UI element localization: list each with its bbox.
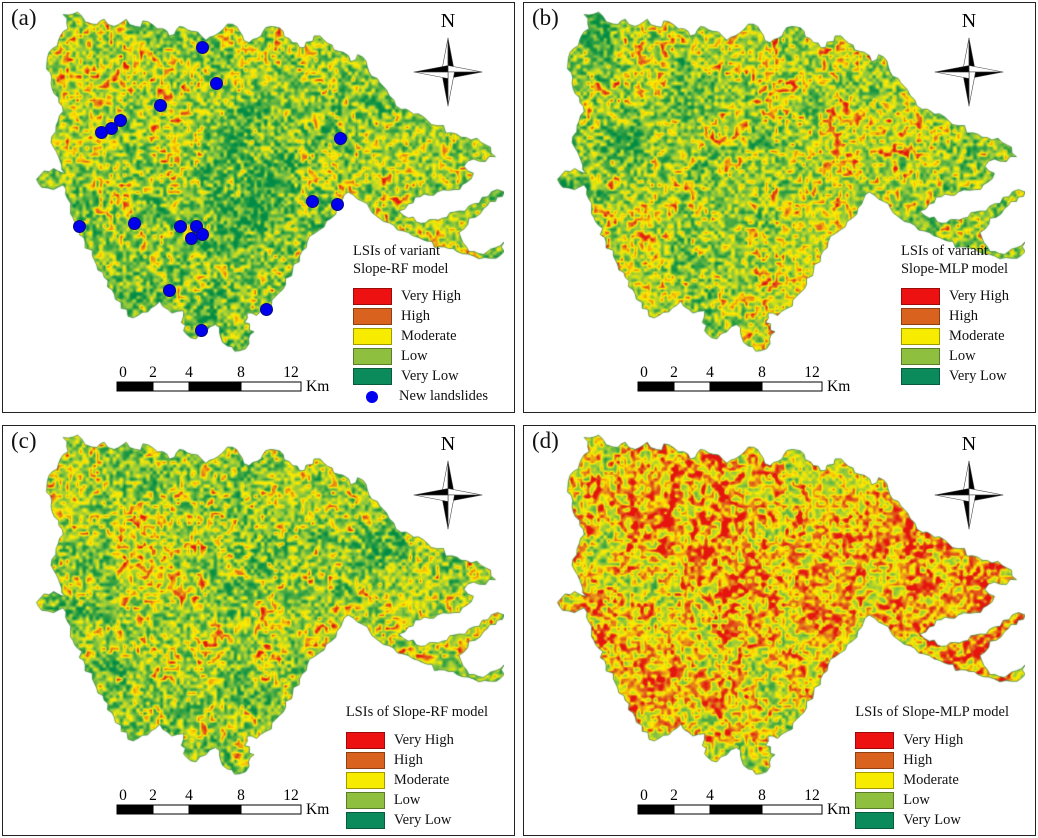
svg-text:12: 12 (283, 364, 299, 381)
svg-text:12: 12 (804, 787, 820, 804)
svg-text:0: 0 (640, 364, 648, 381)
svg-text:0: 0 (119, 364, 127, 381)
svg-text:N: N (441, 11, 455, 32)
svg-text:8: 8 (758, 787, 766, 804)
svg-text:2: 2 (149, 364, 157, 381)
svg-text:4: 4 (185, 787, 193, 804)
svg-text:12: 12 (283, 787, 299, 804)
svg-text:2: 2 (149, 787, 157, 804)
svg-text:4: 4 (706, 364, 714, 381)
svg-text:0: 0 (640, 787, 648, 804)
svg-text:4: 4 (706, 787, 714, 804)
svg-text:0: 0 (119, 787, 127, 804)
svg-text:Km: Km (827, 378, 850, 395)
svg-text:Km: Km (827, 801, 850, 818)
svg-text:8: 8 (237, 364, 245, 381)
svg-text:N: N (962, 11, 976, 32)
svg-text:N: N (441, 434, 455, 455)
svg-text:12: 12 (804, 364, 820, 381)
svg-text:8: 8 (758, 364, 766, 381)
svg-text:2: 2 (670, 364, 678, 381)
svg-text:4: 4 (185, 364, 193, 381)
svg-text:Km: Km (306, 378, 329, 395)
svg-text:8: 8 (237, 787, 245, 804)
svg-text:Km: Km (306, 801, 329, 818)
svg-text:2: 2 (670, 787, 678, 804)
svg-text:N: N (962, 434, 976, 455)
